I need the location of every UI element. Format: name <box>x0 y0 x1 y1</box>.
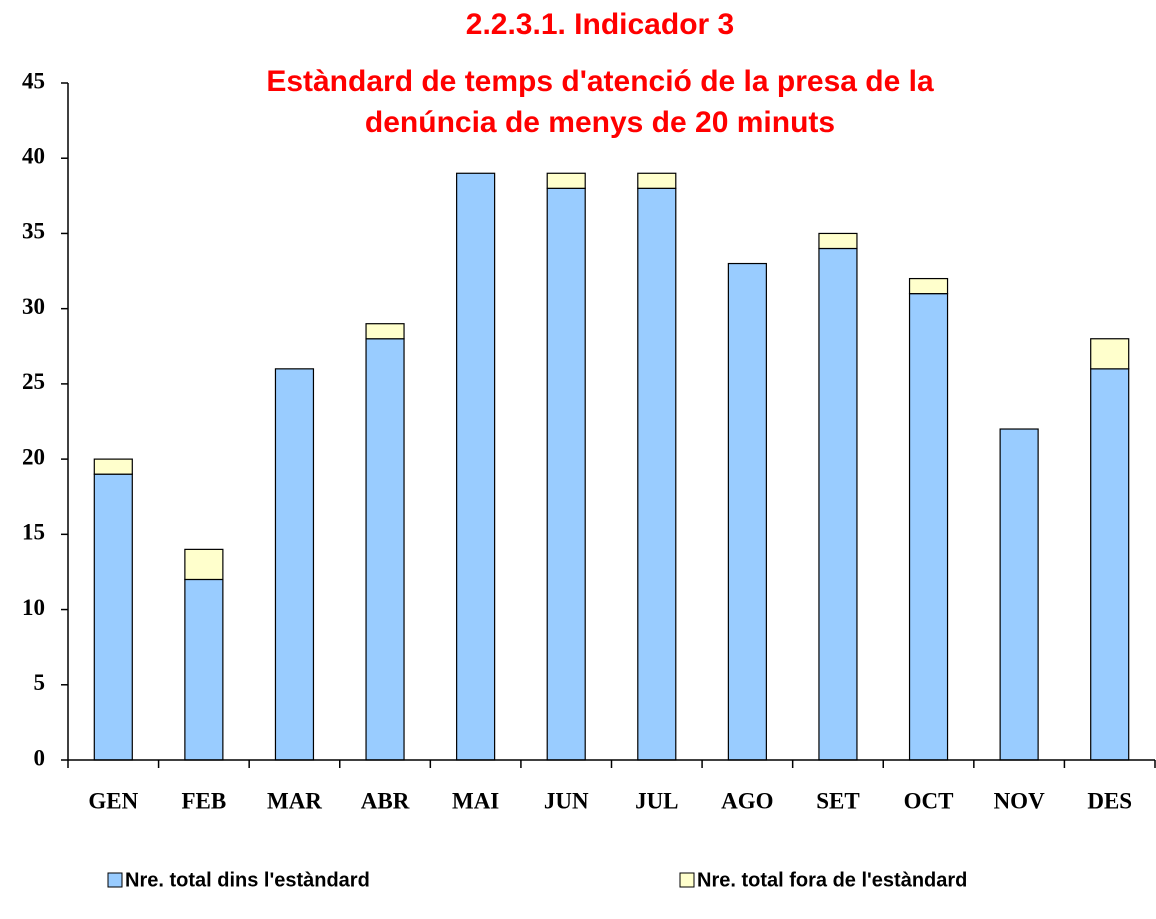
y-tick-label: 15 <box>22 520 45 545</box>
bar-segment <box>365 323 405 340</box>
y-tick-label: 45 <box>22 68 45 93</box>
y-tick-label: 0 <box>34 745 46 770</box>
x-tick-label: MAR <box>267 788 322 813</box>
bar-segment <box>546 187 586 761</box>
x-tick-label: JUN <box>544 788 589 813</box>
bar-segment <box>727 262 767 761</box>
y-tick-label: 35 <box>22 219 45 244</box>
bar-segment <box>1090 368 1130 761</box>
y-tick-label: 20 <box>22 444 45 469</box>
bar-segment <box>274 368 315 761</box>
x-tick-label: NOV <box>994 788 1046 813</box>
y-tick-label: 10 <box>22 595 45 620</box>
bar-segment <box>637 187 677 761</box>
y-tick-label: 30 <box>22 294 45 319</box>
bar-segment <box>184 578 224 761</box>
legend-swatch <box>107 872 123 888</box>
bar-segment <box>93 458 133 475</box>
chart-title: denúncia de menys de 20 minuts <box>365 106 835 139</box>
legend-label: Nre. total fora de l'estàndard <box>697 869 967 891</box>
bar-segment <box>818 232 858 250</box>
x-tick-label: OCT <box>904 788 954 813</box>
bar-segment <box>818 247 858 761</box>
bar-segment <box>908 293 949 761</box>
y-tick-label: 40 <box>22 144 45 169</box>
bar-segment <box>637 172 677 189</box>
x-tick-label: FEB <box>182 788 227 813</box>
legend-swatch <box>679 872 695 888</box>
x-tick-label: DES <box>1087 788 1132 813</box>
x-tick-label: GEN <box>88 788 138 813</box>
bar-segment <box>908 277 949 295</box>
bar-segment <box>456 172 496 761</box>
chart-title: Estàndard de temps d'atenció de la presa… <box>266 65 934 98</box>
chart-title: 2.2.3.1. Indicador 3 <box>466 8 734 41</box>
bar-segment <box>546 172 586 189</box>
bar-segment <box>1090 338 1130 370</box>
x-tick-label: ABR <box>361 788 410 813</box>
x-tick-label: SET <box>816 788 859 813</box>
bar-segment <box>365 338 405 761</box>
x-tick-label: AGO <box>721 788 773 813</box>
x-tick-label: MAI <box>452 788 499 813</box>
legend-label: Nre. total dins l'estàndard <box>125 869 370 891</box>
y-tick-label: 5 <box>34 670 46 695</box>
bar-segment <box>184 548 224 581</box>
bar-segment <box>93 473 133 761</box>
bar-segment <box>999 428 1039 761</box>
x-tick-label: JUL <box>635 788 678 813</box>
y-tick-label: 25 <box>22 369 45 394</box>
